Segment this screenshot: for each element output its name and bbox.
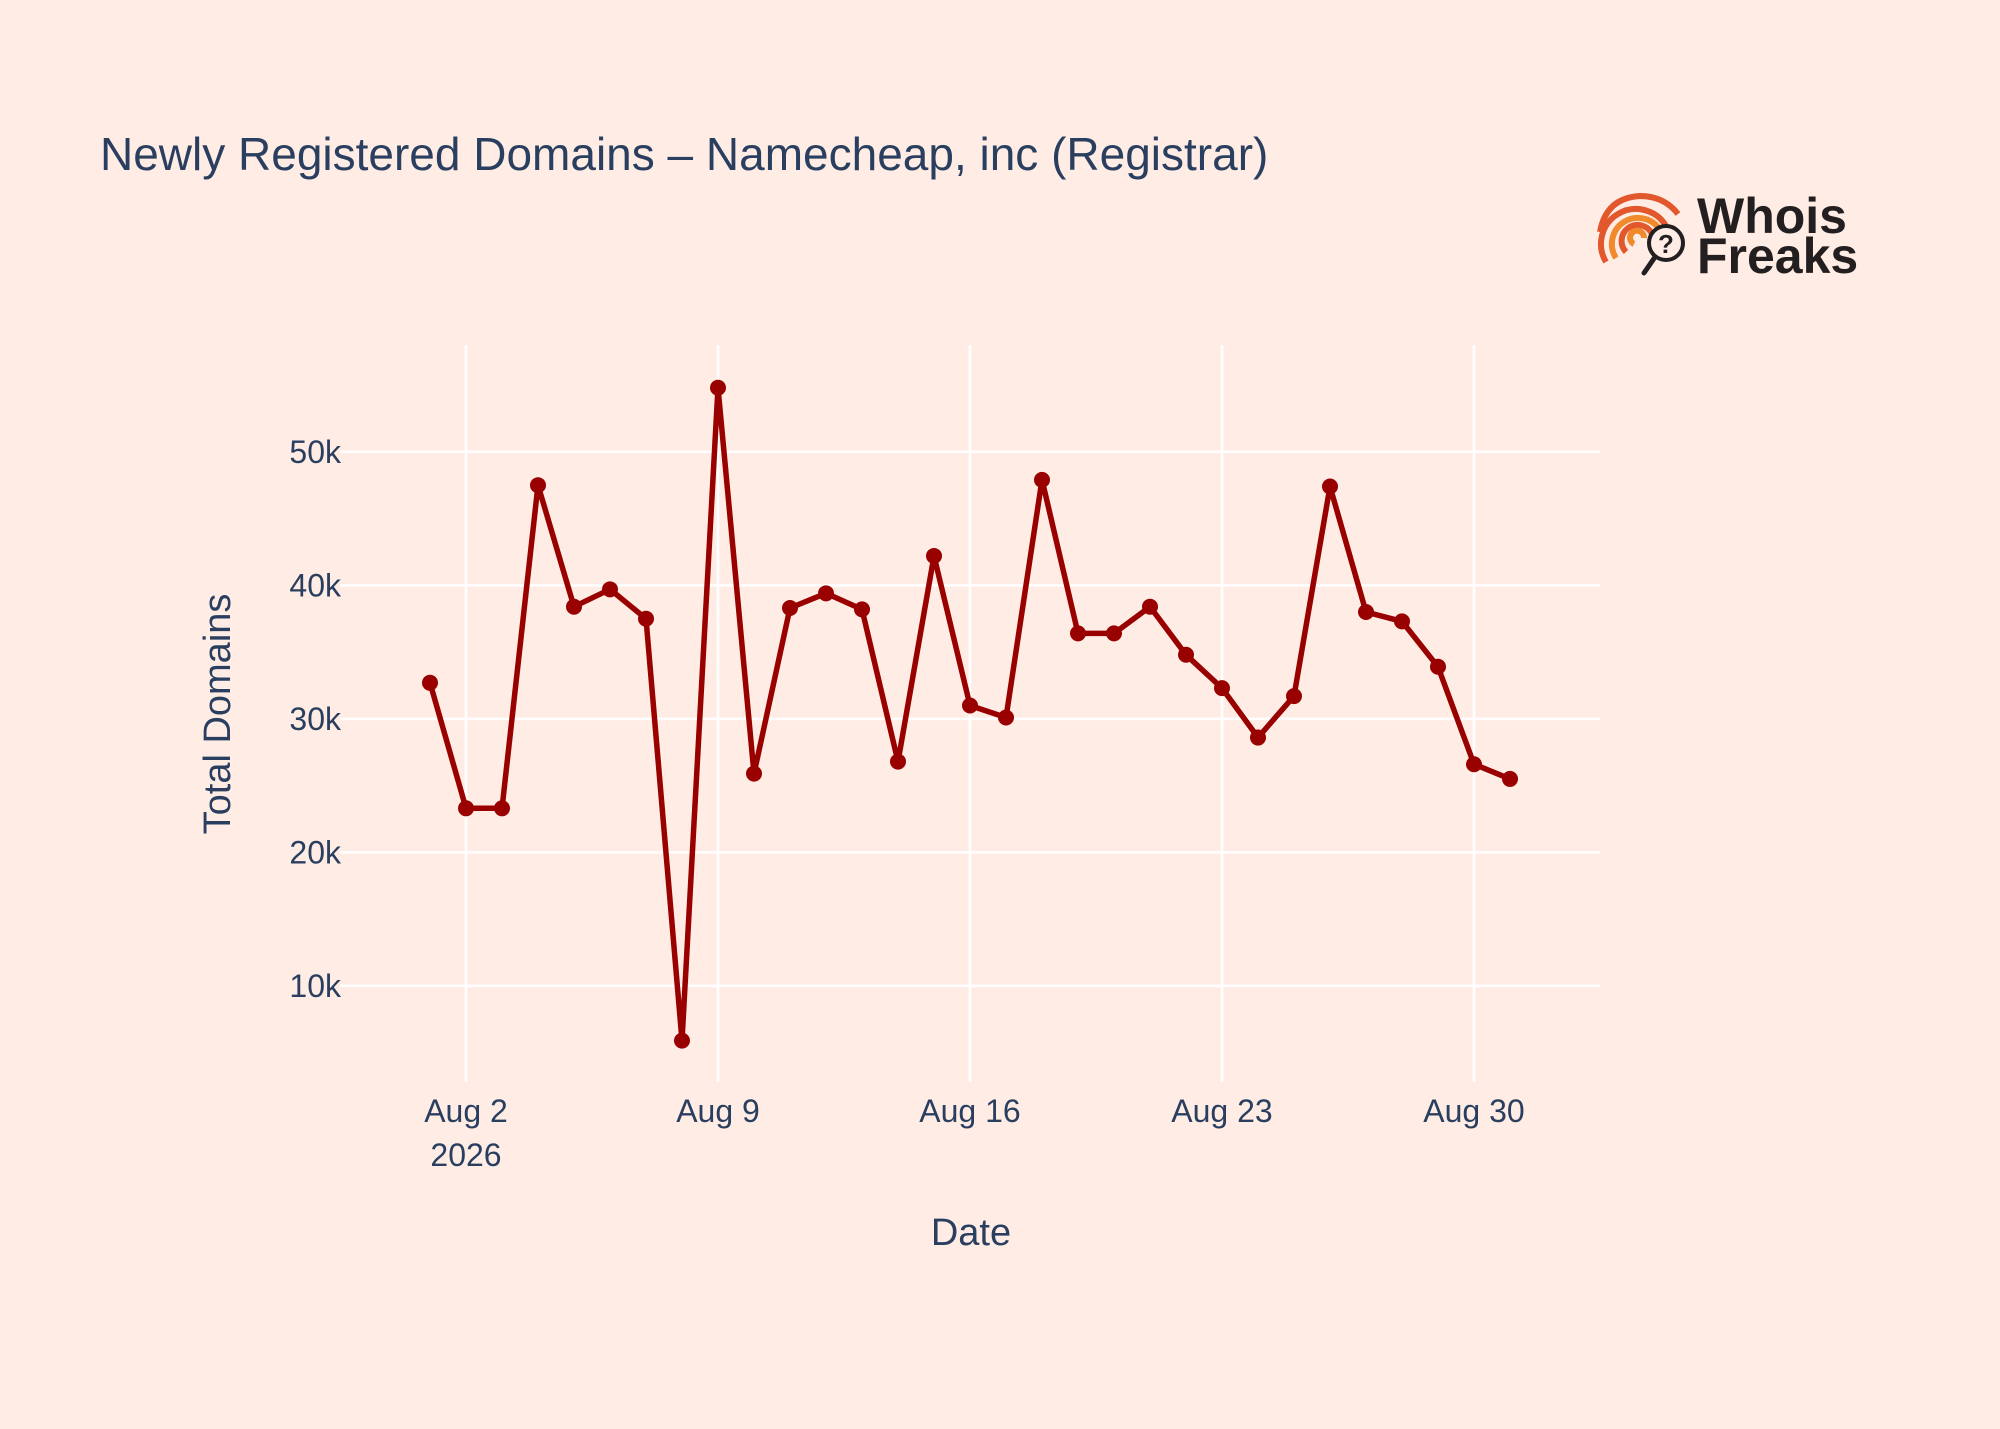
logo-text-line1: Whois [1697, 188, 1847, 244]
data-point [1502, 770, 1518, 787]
data-point [1106, 625, 1122, 642]
data-point [602, 581, 618, 598]
data-point [1214, 680, 1230, 697]
y-tick-label: 30k [289, 701, 342, 737]
y-axis-title: Total Domains [197, 594, 239, 835]
data-point [1286, 688, 1302, 705]
x-tick-label: Aug 2 [424, 1093, 508, 1129]
data-point [494, 800, 510, 817]
data-point [1430, 658, 1446, 675]
whoisfreaks-logo: ? Whois Freaks [1597, 188, 1858, 284]
data-point [1142, 598, 1158, 615]
y-tick-labels: 10k 20k 30k 40k 50k [289, 434, 342, 1004]
data-point [1034, 471, 1050, 488]
data-point [1322, 478, 1338, 495]
data-point [422, 674, 438, 691]
x-tick-label: Aug 16 [919, 1093, 1020, 1129]
y-gridlines [340, 450, 1600, 988]
y-tick-label: 10k [289, 968, 342, 1004]
x-tick-sublabel: 2026 [430, 1137, 501, 1173]
x-tick-label: Aug 23 [1171, 1093, 1272, 1129]
data-point [854, 601, 870, 618]
fingerprint-icon [1597, 192, 1681, 264]
data-point [818, 585, 834, 602]
data-point [1070, 625, 1086, 642]
data-point [530, 477, 546, 494]
data-point [638, 610, 654, 627]
data-point [746, 765, 762, 782]
data-point [890, 753, 906, 770]
x-gridlines [464, 345, 1476, 1082]
magnifier-icon: ? [1641, 224, 1685, 276]
data-point [1358, 604, 1374, 621]
logo-text-line2: Freaks [1697, 228, 1858, 284]
data-point [926, 547, 942, 564]
y-tick-label: 50k [289, 434, 342, 470]
data-point [1250, 729, 1266, 746]
data-point [566, 598, 582, 615]
x-tick-label: Aug 9 [676, 1093, 760, 1129]
svg-text:?: ? [1658, 229, 1674, 259]
x-axis-title: Date [931, 1212, 1011, 1254]
data-point [1466, 756, 1482, 773]
series-markers [422, 379, 1518, 1049]
data-point [1394, 613, 1410, 630]
data-point [962, 697, 978, 714]
x-tick-labels: Aug 2 2026 Aug 9 Aug 16 Aug 23 Aug 30 [424, 1093, 1525, 1173]
chart-title: Newly Registered Domains – Namecheap, in… [100, 128, 1268, 180]
x-tick-label: Aug 30 [1423, 1093, 1524, 1129]
y-tick-label: 40k [289, 567, 342, 603]
data-point [674, 1032, 690, 1049]
data-point [1178, 646, 1194, 663]
data-point [710, 379, 726, 396]
data-point [998, 709, 1014, 726]
data-point [782, 600, 798, 617]
y-tick-label: 20k [289, 834, 342, 870]
data-point [458, 800, 474, 817]
